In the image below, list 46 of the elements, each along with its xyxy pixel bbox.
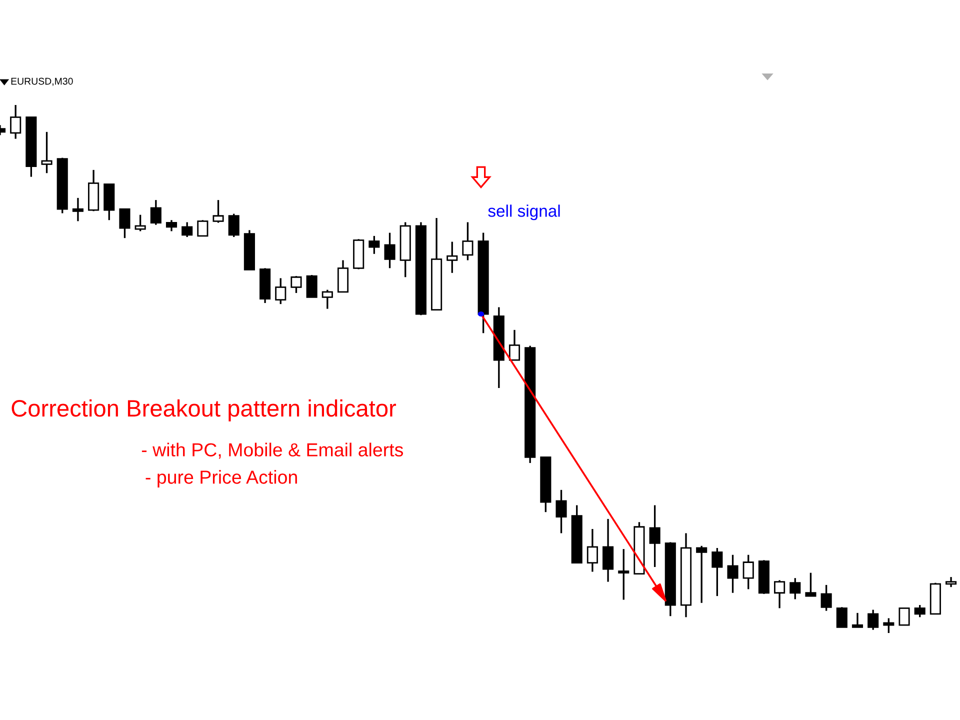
candlestick xyxy=(586,528,598,573)
candlestick xyxy=(384,232,396,269)
candlestick xyxy=(134,214,146,232)
candlestick xyxy=(898,607,910,626)
candlestick xyxy=(212,199,224,224)
candlestick xyxy=(166,219,178,232)
candlestick xyxy=(446,240,458,274)
candlestick xyxy=(10,104,22,140)
candlestick xyxy=(368,235,380,255)
candlestick xyxy=(805,572,816,597)
candlestick xyxy=(508,329,520,361)
candlestick xyxy=(836,606,848,628)
candlestick xyxy=(290,275,302,294)
candlestick xyxy=(182,221,193,238)
candlestick xyxy=(820,584,832,612)
candlestick xyxy=(602,518,614,583)
candlestick xyxy=(914,604,926,618)
candlestick xyxy=(197,219,208,237)
candlestick xyxy=(275,277,286,305)
annotation: Correction Breakout pattern indicator xyxy=(12,399,396,422)
candlestick xyxy=(41,131,52,174)
candlestick xyxy=(119,208,130,239)
candlestick xyxy=(228,212,240,238)
candlestick xyxy=(790,577,801,600)
candlestick xyxy=(883,617,894,634)
candlestick xyxy=(868,608,879,631)
candlestick xyxy=(946,576,957,588)
candlestick xyxy=(306,274,318,298)
annotation: sell signal xyxy=(488,204,560,220)
candlestick xyxy=(727,554,738,594)
annotation: - with PC, Mobile & Email alerts xyxy=(142,442,404,459)
candlestick xyxy=(618,548,630,601)
candlestick xyxy=(742,554,754,590)
text: EURUSD,M30 xyxy=(11,78,73,86)
candlestick xyxy=(556,489,567,534)
candlestick xyxy=(649,504,660,568)
annotation: - pure Price Action xyxy=(146,470,297,488)
candlestick xyxy=(852,612,864,628)
candlestick xyxy=(712,547,723,597)
candlestick xyxy=(322,288,333,310)
candlestick xyxy=(462,221,474,262)
candlestick xyxy=(72,197,84,222)
candlestick xyxy=(696,545,708,604)
candlestick xyxy=(150,199,162,226)
candlestick xyxy=(337,259,349,293)
candlestick xyxy=(774,579,786,610)
